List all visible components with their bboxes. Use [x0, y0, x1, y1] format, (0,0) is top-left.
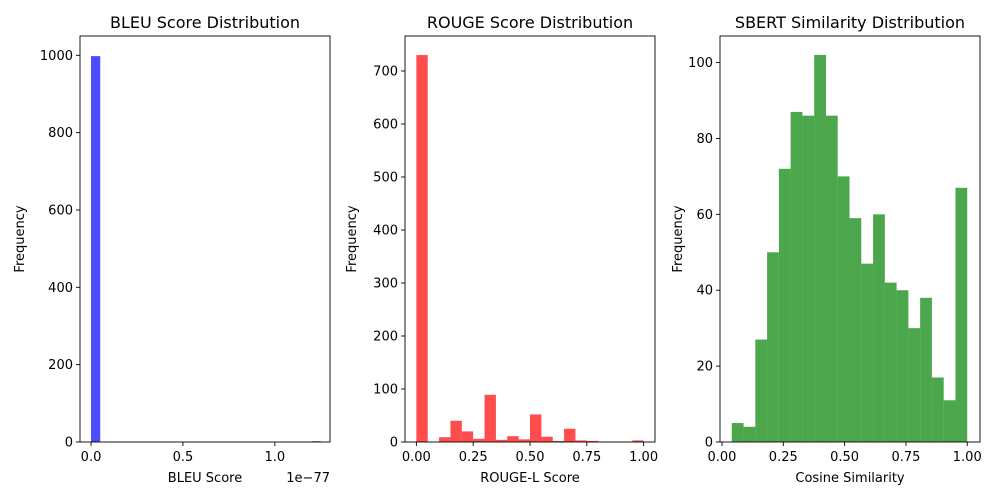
- rouge-bar-6: [484, 394, 496, 442]
- sbert-bar-11: [861, 263, 874, 442]
- sbert-bar-3: [767, 252, 779, 442]
- sbert-bar-13: [884, 282, 897, 442]
- bleu-ytick-label-0: 0: [65, 436, 73, 451]
- rouge-bar-12: [552, 440, 565, 442]
- sbert-bar-8: [825, 115, 838, 443]
- rouge-bars: [416, 55, 644, 442]
- sbert-title: SBERT Similarity Distribution: [735, 13, 965, 32]
- sbert-xtick-label-4: 1.00: [953, 450, 982, 465]
- sbert-bar-14: [896, 290, 909, 442]
- rouge-xtick-label-4: 1.00: [629, 450, 658, 465]
- rouge-bar-5: [473, 438, 485, 442]
- rouge-bar-19: [632, 440, 644, 442]
- bleu-ylabel: Frequency: [13, 205, 28, 272]
- rouge-ytick-label-3: 300: [373, 276, 398, 291]
- rouge-bar-8: [507, 436, 519, 442]
- rouge-bar-13: [564, 428, 576, 442]
- sbert-xtick-label-0: 0.00: [707, 450, 736, 465]
- sbert-bar-4: [778, 168, 791, 443]
- rouge-bar-14: [575, 440, 587, 442]
- rouge-ylabel: Frequency: [345, 205, 360, 272]
- sbert-bar-15: [908, 328, 921, 442]
- sbert-axes-frame: [719, 35, 981, 443]
- sbert-bar-5: [790, 111, 803, 442]
- rouge-ytick-label-0: 0: [390, 436, 398, 451]
- sbert-ylabel: Frequency: [671, 205, 686, 272]
- sbert-xlabel: Cosine Similarity: [795, 471, 905, 486]
- bleu-ytick-label-3: 600: [48, 204, 73, 219]
- rouge-ytick-label-2: 200: [373, 329, 398, 344]
- sbert-bar-16: [920, 297, 932, 442]
- bleu-xtick-label-2: 1.0: [265, 450, 286, 465]
- rouge-bar-9: [518, 439, 530, 442]
- rouge-xtick-label-2: 0.50: [516, 450, 545, 465]
- bleu-x-offset-label: 1e−77: [286, 471, 330, 486]
- sbert-bar-12: [873, 214, 885, 442]
- sbert-bar-1: [743, 426, 756, 442]
- bleu-xtick-label-0: 0.0: [81, 450, 102, 465]
- bleu-chart: 0.0 0.5 1.0 0 200 400 600 800 1000 BLEU Score Dis…: [13, 13, 331, 486]
- sbert-xtick-label-1: 0.25: [769, 450, 798, 465]
- sbert-bar-2: [755, 339, 768, 442]
- sbert-ytick-label-3: 60: [696, 208, 713, 223]
- sbert-xtick-label-3: 0.75: [891, 450, 920, 465]
- bleu-xtick-label-1: 0.5: [173, 450, 194, 465]
- sbert-bars: [731, 54, 968, 443]
- rouge-ytick-label-7: 700: [373, 64, 398, 79]
- bleu-ytick-label-5: 1000: [40, 49, 73, 64]
- sbert-bar-18: [943, 400, 956, 442]
- sbert-bar-9: [837, 176, 850, 442]
- rouge-xlabel: ROUGE-L Score: [480, 471, 580, 486]
- bleu-axes-frame: [79, 35, 331, 443]
- sbert-ytick-label-0: 0: [705, 436, 713, 451]
- rouge-ytick-label-4: 400: [373, 223, 398, 238]
- rouge-bar-3: [450, 420, 462, 442]
- sbert-bar-0: [731, 423, 744, 442]
- sbert-ytick-label-1: 20: [696, 360, 713, 375]
- rouge-bar-2: [439, 437, 451, 442]
- sbert-xtick-label-2: 0.50: [830, 450, 859, 465]
- rouge-ytick-label-6: 600: [373, 117, 398, 132]
- rouge-bar-10: [530, 414, 542, 442]
- bleu-ytick-label-4: 800: [48, 126, 73, 141]
- sbert-chart: 0.00 0.25 0.50 0.75 1.00 0 20 40 60 80 100 SBERT Si…: [671, 13, 982, 486]
- sbert-bar-17: [931, 377, 944, 442]
- rouge-xtick-label-1: 0.25: [459, 450, 488, 465]
- sbert-ytick-label-2: 40: [696, 284, 713, 299]
- bleu-title: BLEU Score Distribution: [110, 13, 300, 32]
- rouge-bar-15: [586, 440, 599, 442]
- rouge-bar-11: [541, 436, 553, 442]
- rouge-ytick-label-5: 500: [373, 170, 398, 185]
- rouge-bar-4: [461, 431, 474, 442]
- rouge-bar-7: [495, 439, 508, 442]
- sbert-bar-7: [814, 54, 826, 442]
- bleu-xlabel: BLEU Score: [168, 471, 242, 486]
- sbert-bar-10: [849, 218, 862, 442]
- rouge-xtick-label-0: 0.00: [402, 450, 431, 465]
- rouge-bar-0: [416, 55, 428, 442]
- sbert-bar-19: [955, 187, 968, 442]
- sbert-bar-6: [802, 115, 815, 443]
- bleu-ytick-label-1: 200: [48, 358, 73, 373]
- rouge-chart: 0.00 0.25 0.50 0.75 1.00 0 100 200 300 400 500 600 7…: [345, 13, 658, 486]
- bleu-bar-0: [91, 56, 101, 443]
- rouge-title: ROUGE Score Distribution: [427, 13, 633, 32]
- sbert-ytick-label-4: 80: [696, 132, 713, 147]
- bleu-ytick-label-2: 400: [48, 281, 73, 296]
- rouge-ytick-label-1: 100: [373, 382, 398, 397]
- sbert-ytick-label-5: 100: [688, 56, 713, 71]
- rouge-xtick-label-3: 0.75: [572, 450, 601, 465]
